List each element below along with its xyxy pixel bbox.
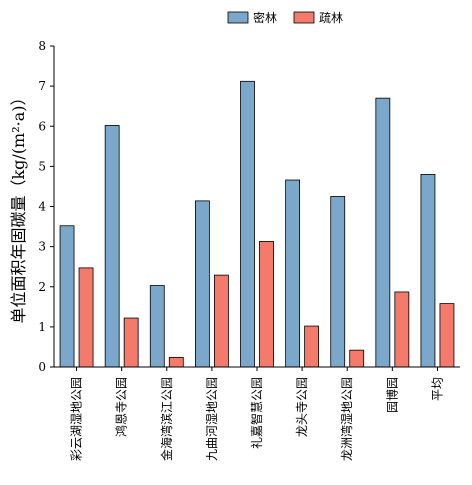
- legend-label-0: 密林: [253, 10, 277, 25]
- bar-dense-7: [375, 97, 391, 368]
- bar-sparse-2: [168, 356, 184, 368]
- x-tick-label-8: 平均: [430, 377, 444, 401]
- bars: [59, 80, 455, 368]
- y-tick-label: 1: [38, 320, 46, 334]
- bar-sparse-8: [439, 303, 455, 368]
- legend-label-1: 疏林: [319, 10, 343, 25]
- bar-dense-0: [59, 225, 75, 368]
- bar-dense-1: [104, 125, 120, 368]
- bar-dense-5: [285, 179, 301, 368]
- bar-dense-4: [240, 80, 255, 368]
- legend: 密林 疏林: [227, 10, 343, 25]
- y-tick-label: 0: [38, 360, 46, 374]
- bar-sparse-3: [213, 274, 229, 368]
- x-tick-label-1: 鸿恩寺公园: [115, 377, 129, 437]
- bar-sparse-6: [349, 349, 365, 368]
- y-tick-label: 2: [38, 280, 46, 294]
- bar-dense-6: [330, 196, 346, 368]
- x-tick-label-4: 礼嘉智慧公园: [249, 377, 264, 449]
- x-tick-label-2: 金海湾滨江公园: [159, 377, 174, 461]
- y-tick-label: 7: [38, 79, 46, 93]
- y-axis-label: 单位面积年固碳量（kg/(m²·a)）: [9, 89, 28, 323]
- y-ticks: 0 1 2 3 4 5 6 7 8: [38, 39, 54, 374]
- x-tick-label-0: 彩云湖湿地公园: [69, 377, 84, 461]
- y-tick-label: 4: [38, 200, 46, 214]
- legend-swatch-0: [227, 11, 249, 24]
- bar-sparse-5: [304, 325, 320, 368]
- legend-swatch-1: [293, 11, 315, 24]
- y-tick-label: 5: [38, 159, 46, 173]
- bar-sparse-7: [394, 291, 410, 368]
- x-tick-label-6: 龙洲湾湿地公园: [339, 377, 354, 461]
- y-tick-label: 6: [38, 119, 46, 133]
- x-tick-labels: 彩云湖湿地公园 鸿恩寺公园 金海湾滨江公园 九曲河湿地公园 礼嘉智慧公园 龙头寺公园 龙洲湾…: [69, 367, 444, 461]
- x-tick-label-5: 龙头寺公园: [295, 377, 309, 437]
- bar-sparse-4: [259, 241, 274, 368]
- y-tick-label: 8: [38, 39, 46, 53]
- bar-dense-8: [420, 173, 436, 368]
- bar-dense-2: [149, 285, 165, 368]
- x-tick-label-3: 九曲河湿地公园: [204, 377, 219, 461]
- bar-sparse-0: [78, 267, 94, 368]
- bar-dense-3: [194, 200, 210, 368]
- x-tick-label-7: 园博园: [384, 377, 399, 413]
- bar-sparse-1: [123, 317, 139, 368]
- y-tick-label: 3: [38, 240, 46, 254]
